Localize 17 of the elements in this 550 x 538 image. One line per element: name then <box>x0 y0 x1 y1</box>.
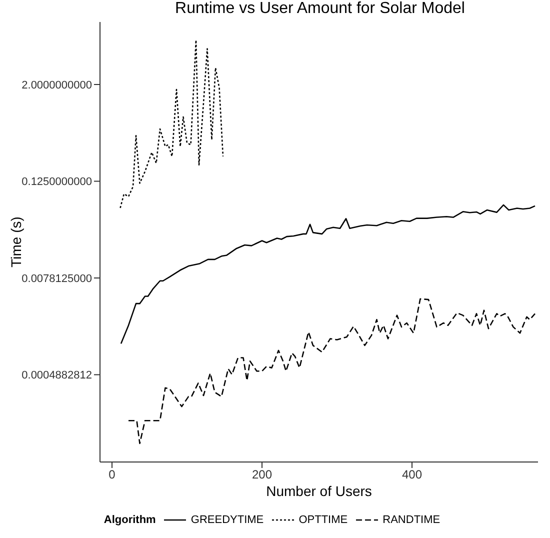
y-axis-title: Time (s) <box>8 216 24 268</box>
legend-label: OPTTIME <box>298 514 348 526</box>
line-series <box>120 204 536 344</box>
legend-title: Algorithm <box>104 514 156 526</box>
x-tick-label: 0 <box>108 468 116 482</box>
legend-label: GREEDYTIME <box>190 514 264 526</box>
x-axis-title: Number of Users <box>266 483 372 499</box>
line-series <box>120 39 224 209</box>
chart-title: Runtime vs User Amount for Solar Model <box>174 0 466 18</box>
line-series <box>128 298 536 444</box>
y-tick-label: 2.0000000000 <box>22 79 92 92</box>
y-tick-label: 0.0004882812 <box>22 370 92 382</box>
legend-label: RANDTIME <box>382 514 440 526</box>
x-tick-label: 200 <box>252 468 272 482</box>
y-tick-label: 0.1250000000 <box>22 176 92 188</box>
x-tick-label: 400 <box>402 468 422 482</box>
y-tick-label: 0.0078125000 <box>22 272 92 285</box>
